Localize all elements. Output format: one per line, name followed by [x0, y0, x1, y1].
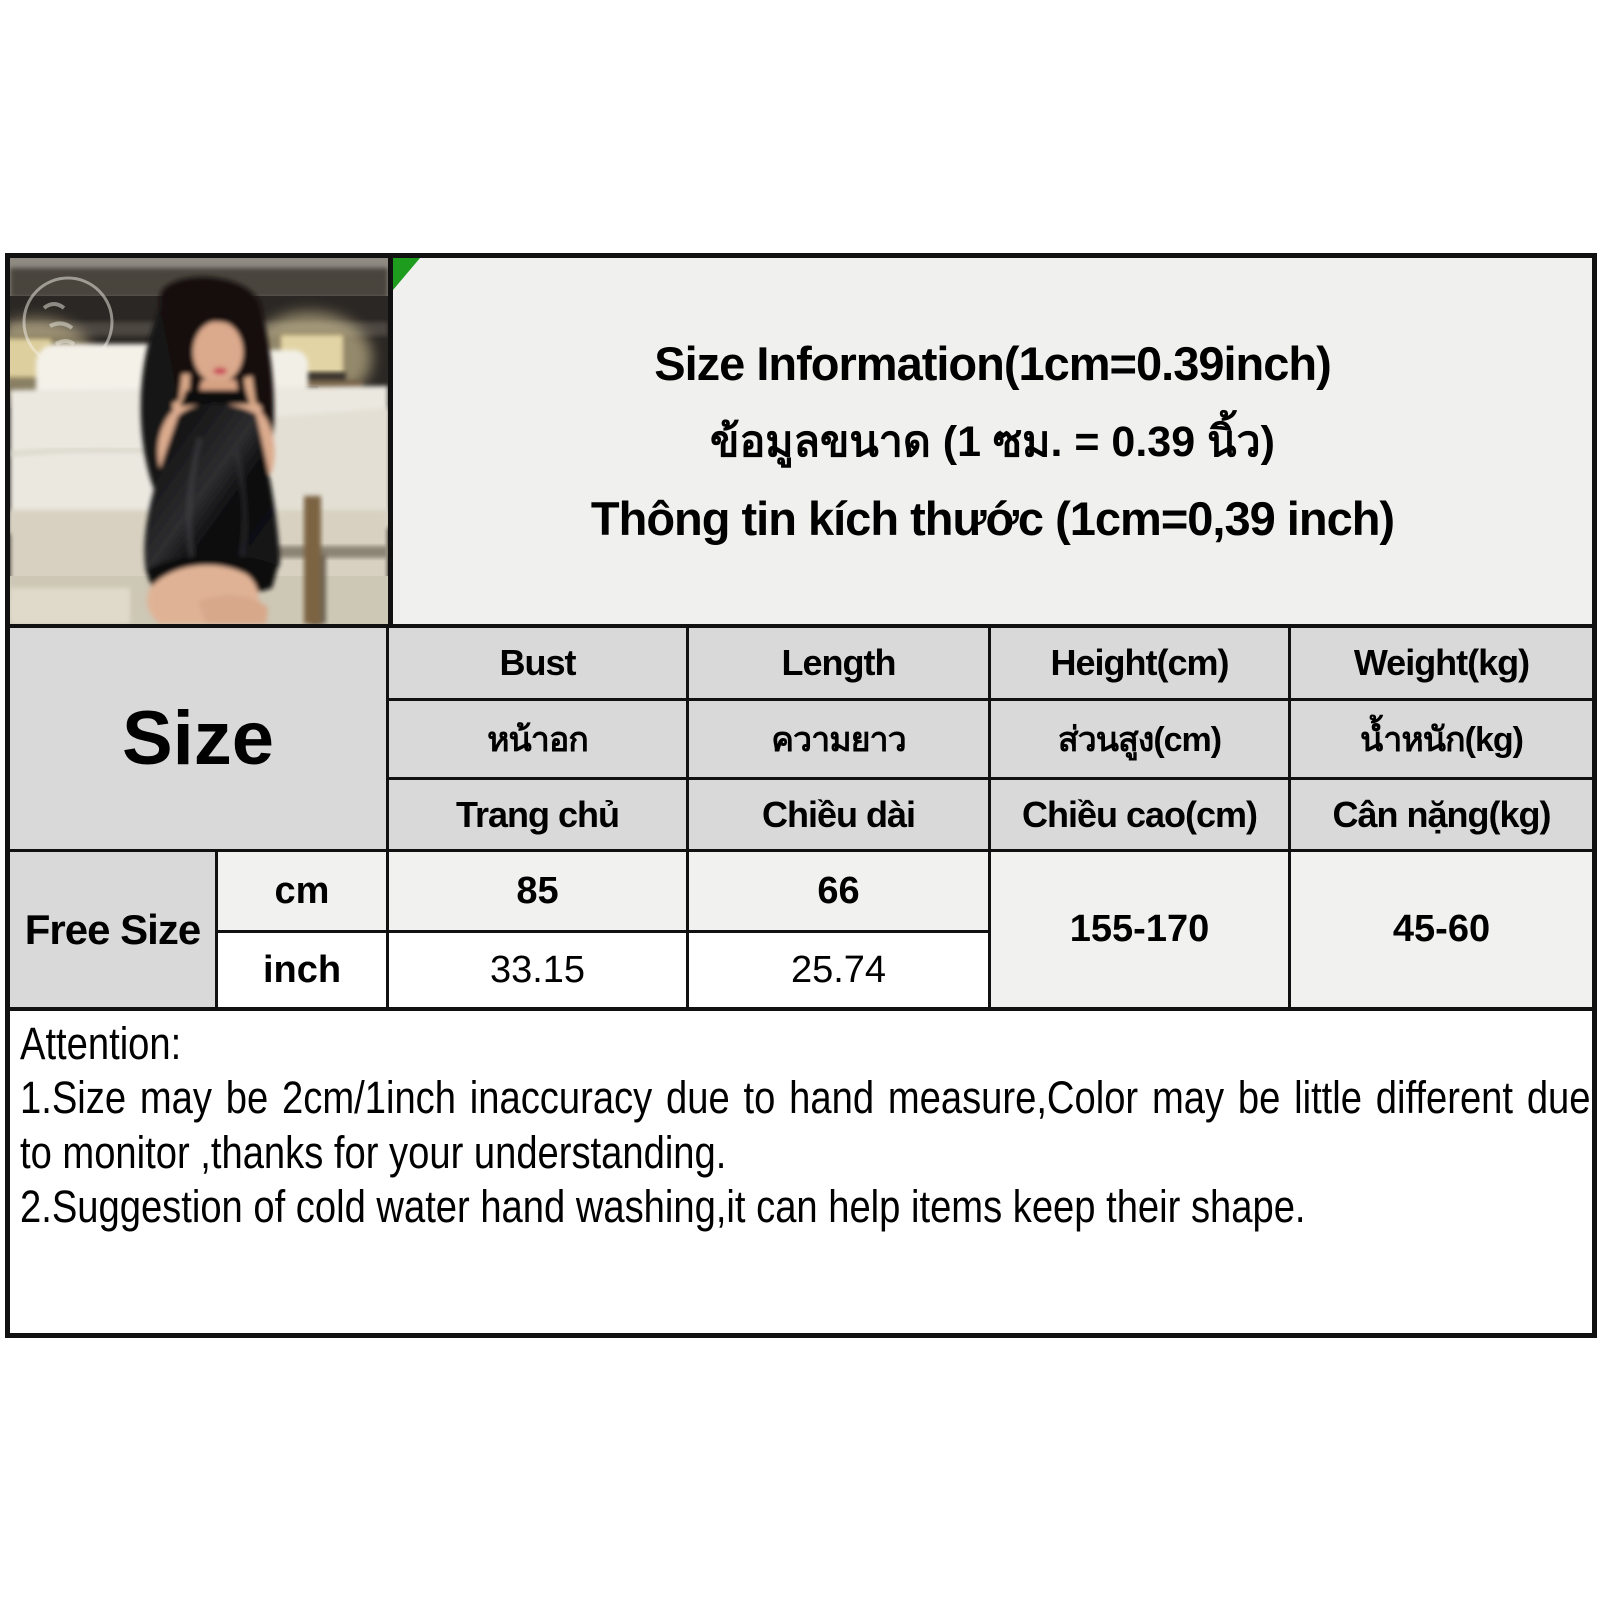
size-table: Size Bust Length Height(cm) Weight(kg) ห… — [10, 628, 1592, 1007]
attention-heading: Attention: — [20, 1018, 182, 1069]
unit-label-cm: cm — [218, 852, 386, 930]
value-height-range: 155-170 — [991, 852, 1288, 1007]
size-chart-content: Size Information(1cm=0.39inch) ข้อมูลขนา… — [5, 253, 1597, 1338]
col-header-weight-th: น้ำหนัก(kg) — [1291, 701, 1592, 777]
watermark-stamp — [22, 276, 114, 368]
col-header-bust-vi: Trang chủ — [389, 780, 686, 849]
value-bust-inch: 33.15 — [389, 933, 686, 1007]
attention-note-1: 1.Size may be 2cm/1inch inaccuracy due t… — [20, 1072, 1591, 1178]
value-length-cm: 66 — [689, 852, 988, 930]
value-weight-range: 45-60 — [1291, 852, 1592, 1007]
value-bust-cm: 85 — [389, 852, 686, 930]
title-thai: ข้อมูลขนาด (1 ซม. = 0.39 นิ้ว) — [710, 418, 1275, 466]
product-photo — [10, 258, 388, 624]
size-corner-cell: Size — [10, 628, 386, 849]
product-photo-illustration — [10, 258, 388, 624]
col-header-height-th: ส่วนสูง(cm) — [991, 701, 1288, 777]
col-header-weight-vi: Cân nặng(kg) — [1291, 780, 1592, 849]
col-header-bust-en: Bust — [389, 628, 686, 698]
row-label-free-size: Free Size — [10, 852, 215, 1007]
unit-label-inch: inch — [218, 933, 386, 1007]
col-header-length-en: Length — [689, 628, 988, 698]
col-header-weight-en: Weight(kg) — [1291, 628, 1592, 698]
green-corner-marker-icon — [393, 258, 420, 290]
value-length-inch: 25.74 — [689, 933, 988, 1007]
col-header-height-en: Height(cm) — [991, 628, 1288, 698]
col-header-bust-th: หน้าอก — [389, 701, 686, 777]
attention-panel: Attention: 1.Size may be 2cm/1inch inacc… — [10, 1011, 1592, 1333]
top-section: Size Information(1cm=0.39inch) ข้อมูลขนา… — [10, 258, 1592, 624]
attention-note-2: 2.Suggestion of cold water hand washing,… — [20, 1181, 1306, 1233]
col-header-height-vi: Chiều cao(cm) — [991, 780, 1288, 849]
col-header-length-vi: Chiều dài — [689, 780, 988, 849]
title-panel: Size Information(1cm=0.39inch) ข้อมูลขนา… — [393, 258, 1592, 624]
title-vietnamese: Thông tin kích thước (1cm=0,39 inch) — [590, 492, 1395, 545]
title-english: Size Information(1cm=0.39inch) — [654, 337, 1331, 390]
col-header-length-th: ความยาว — [689, 701, 988, 777]
